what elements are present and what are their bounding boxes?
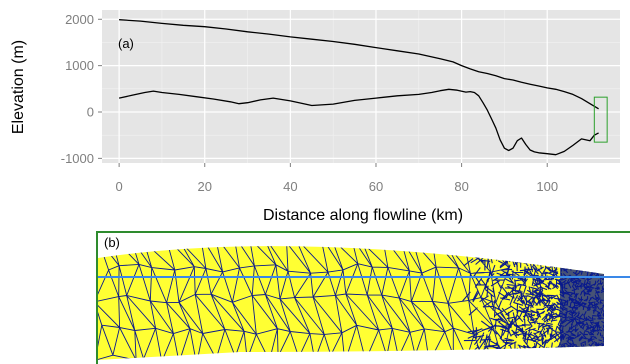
x-axis-title: Distance along flowline (km) <box>263 207 463 224</box>
elevation-profile-chart: 0 20 40 60 80 100 2000 1000 0 -1000 (a) Distance … <box>10 10 620 224</box>
grid-lines <box>102 10 620 163</box>
bed-elevation-line <box>118 88 599 156</box>
mesh-panel: (b) <box>96 231 630 364</box>
highlight-box <box>593 96 608 143</box>
x-tick-label: 100 <box>536 179 558 194</box>
x-tick-label: 80 <box>454 179 468 194</box>
x-tick-label: 0 <box>116 179 123 194</box>
axis-ticks: 0 20 40 60 80 100 2000 1000 0 -1000 <box>61 12 558 194</box>
x-tick-label: 60 <box>369 179 383 194</box>
y-tick-label: 0 <box>87 105 94 120</box>
panel-b-label: (b) <box>104 235 120 250</box>
y-tick-label: -1000 <box>61 151 94 166</box>
y-tick-label: 2000 <box>65 12 94 27</box>
plot-background <box>102 10 620 163</box>
mesh-panel-frame <box>96 231 630 364</box>
y-tick-label: 1000 <box>65 58 94 73</box>
x-tick-label: 20 <box>198 179 212 194</box>
series-layer <box>118 19 599 156</box>
highlight-layer <box>593 96 608 143</box>
x-tick-label: 40 <box>283 179 297 194</box>
panel-a-label: (a) <box>118 36 134 51</box>
surface-elevation-line <box>119 19 599 110</box>
y-axis-title: Elevation (m) <box>10 40 27 134</box>
